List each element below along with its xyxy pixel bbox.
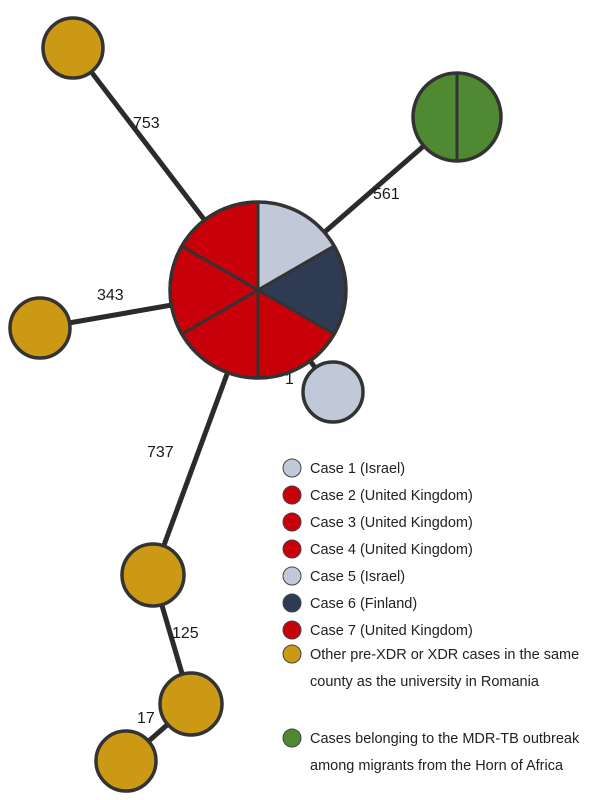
legend-label-6: Case 6 (Finland) bbox=[310, 596, 417, 612]
legend-swatch-6 bbox=[282, 593, 302, 613]
legend-swatch-7 bbox=[282, 620, 302, 640]
legend-label-7: Case 7 (United Kingdom) bbox=[310, 623, 473, 639]
legend-label-5: Case 5 (Israel) bbox=[310, 569, 405, 585]
hub-outline bbox=[168, 200, 348, 380]
legend-swatch-3 bbox=[282, 512, 302, 532]
legend-label-8-line-1: Other pre-XDR or XDR cases in the same bbox=[310, 647, 579, 663]
edge-label-753: 753 bbox=[133, 115, 160, 132]
edge-label-17: 17 bbox=[137, 710, 155, 727]
legend-label-9-line-1: Cases belonging to the MDR-TB outbreak bbox=[310, 731, 580, 747]
edge-label-343: 343 bbox=[97, 287, 124, 304]
edge-label-737: 737 bbox=[147, 444, 174, 461]
edge-label-561: 561 bbox=[373, 186, 400, 203]
legend-label-8-line-2: county as the university in Romania bbox=[310, 674, 540, 690]
legend-swatch-5 bbox=[282, 566, 302, 586]
romania-node-top bbox=[41, 16, 105, 80]
legend-swatch-4 bbox=[282, 539, 302, 559]
edge-label-125: 125 bbox=[172, 625, 199, 642]
romania-node-mid bbox=[120, 542, 186, 608]
legend-swatch-2 bbox=[282, 485, 302, 505]
legend-label-3: Case 3 (United Kingdom) bbox=[310, 515, 473, 531]
edge-labels: 753 561 343 1 737 125 17 bbox=[97, 115, 400, 727]
legend-label-9-line-2: among migrants from the Horn of Africa bbox=[310, 758, 564, 774]
romania-node-low bbox=[158, 671, 224, 737]
case5-node bbox=[301, 360, 365, 424]
horn-of-africa-node bbox=[411, 71, 503, 163]
legend-swatch-1 bbox=[282, 458, 302, 478]
legend-label-1: Case 1 (Israel) bbox=[310, 461, 405, 477]
edge-label-1: 1 bbox=[285, 371, 294, 388]
hub-node bbox=[168, 200, 348, 380]
legend-label-2: Case 2 (United Kingdom) bbox=[310, 488, 473, 504]
romania-node-left bbox=[8, 296, 72, 360]
legend-swatch-8 bbox=[282, 644, 302, 664]
romania-node-bottom bbox=[94, 729, 158, 793]
legend: Case 1 (Israel) Case 2 (United Kingdom) Ca… bbox=[282, 458, 580, 774]
legend-swatch-9 bbox=[282, 728, 302, 748]
legend-label-4: Case 4 (United Kingdom) bbox=[310, 542, 473, 558]
